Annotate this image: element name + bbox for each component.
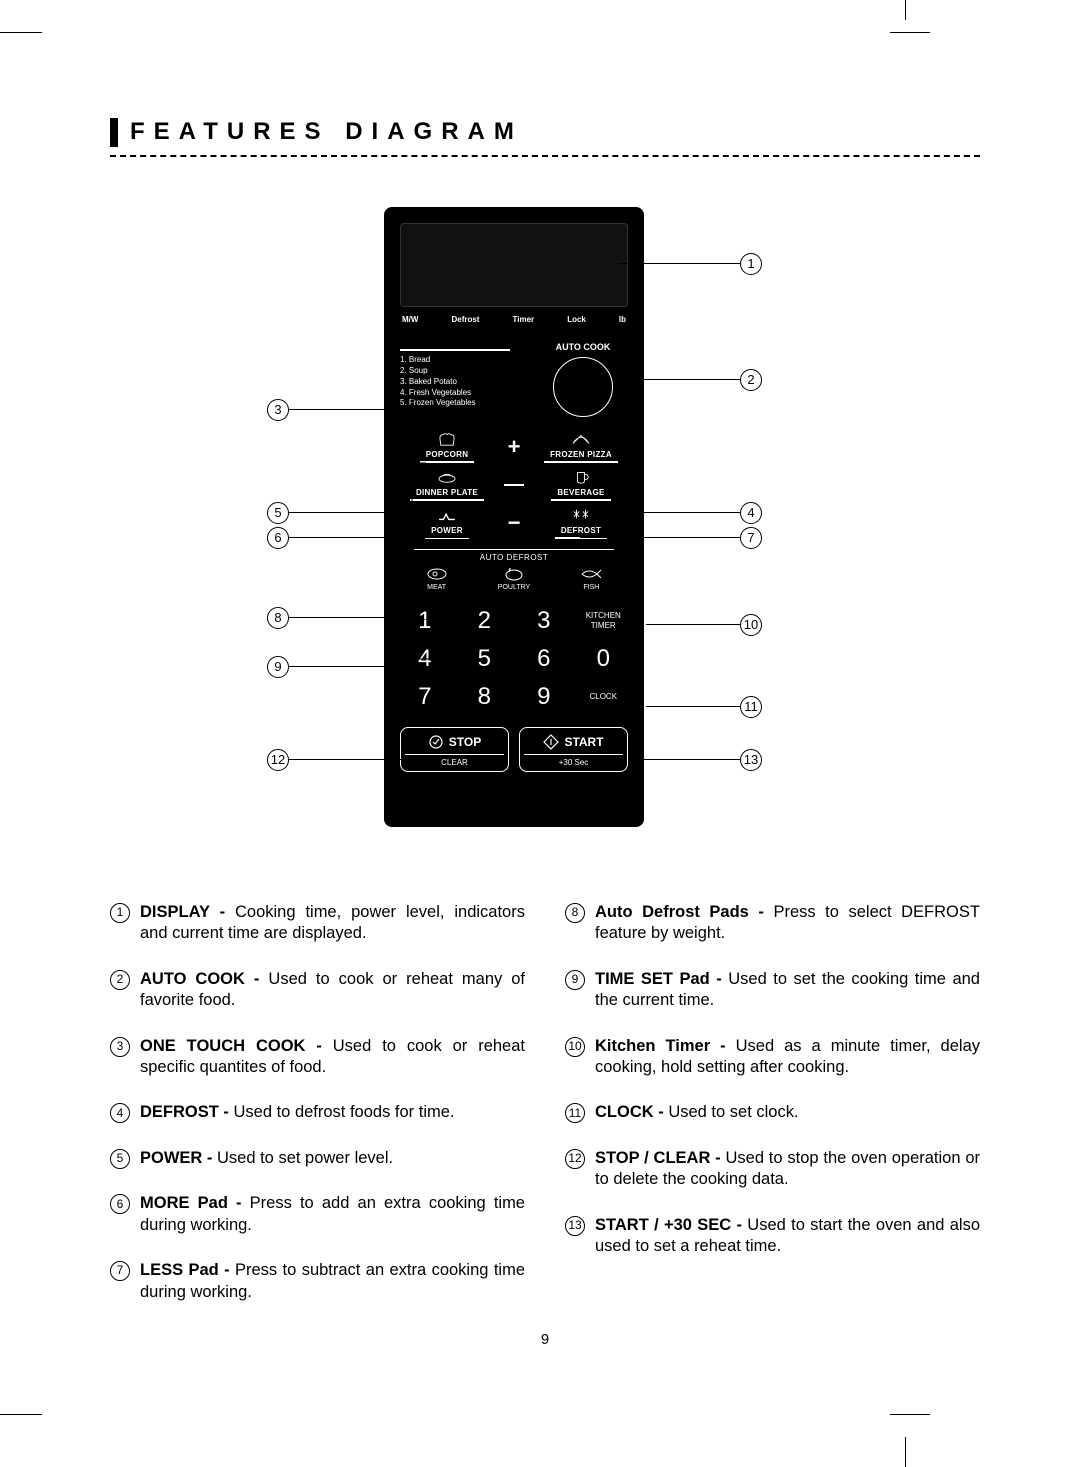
crop-mark bbox=[0, 1414, 42, 1415]
beverage-label: BEVERAGE bbox=[551, 488, 610, 501]
auto-cook-dial-wrap: AUTO COOK bbox=[538, 342, 628, 417]
beverage-button[interactable]: BEVERAGE bbox=[534, 469, 628, 501]
defrost-meat[interactable]: MEAT bbox=[425, 566, 449, 591]
panel-display bbox=[400, 223, 628, 307]
indicator-defrost: Defrost bbox=[451, 315, 479, 324]
feature-item: 11CLOCK - Used to set clock. bbox=[565, 1102, 980, 1123]
callout-10: 10 bbox=[646, 614, 762, 636]
frozen-pizza-button[interactable]: FROZEN PIZZA bbox=[534, 431, 628, 463]
diagram-region: M/W Defrost Timer Lock lb 1. Bread 2. So… bbox=[110, 207, 980, 872]
action-row: STOP CLEAR START +30 Sec bbox=[400, 727, 628, 772]
key-0[interactable]: 0 bbox=[579, 645, 629, 673]
key-5[interactable]: 5 bbox=[460, 645, 510, 673]
indicator-lock: Lock bbox=[567, 315, 586, 324]
auto-cook-label: AUTO COOK bbox=[538, 342, 628, 352]
power-label: POWER bbox=[425, 526, 469, 539]
crop-mark bbox=[890, 32, 930, 33]
feature-item: 2AUTO COOK - Used to cook or reheat many… bbox=[110, 969, 525, 1012]
plate-icon bbox=[436, 469, 458, 485]
defrost-label: DEFROST bbox=[555, 526, 607, 539]
key-6[interactable]: 6 bbox=[519, 645, 569, 673]
defrost-fish[interactable]: FISH bbox=[579, 566, 603, 591]
feature-item: 13START / +30 SEC - Used to start the ov… bbox=[565, 1215, 980, 1258]
feature-list: 1DISPLAY - Cooking time, power level, in… bbox=[110, 902, 980, 1327]
indicator-lb: lb bbox=[619, 315, 626, 324]
feature-item: 1DISPLAY - Cooking time, power level, in… bbox=[110, 902, 525, 945]
indicator-timer: Timer bbox=[513, 315, 535, 324]
defrost-poultry[interactable]: POULTRY bbox=[498, 566, 530, 591]
auto-cook-row: 1. Bread 2. Soup 3. Baked Potato 4. Fres… bbox=[400, 342, 628, 417]
callout-2: 2 bbox=[642, 369, 762, 391]
auto-cook-dial[interactable] bbox=[553, 357, 613, 417]
crop-mark bbox=[905, 0, 906, 20]
stop-icon bbox=[428, 734, 444, 750]
stop-clear-button[interactable]: STOP CLEAR bbox=[400, 727, 509, 772]
crop-mark bbox=[0, 32, 42, 33]
power-icon bbox=[436, 507, 458, 523]
auto-defrost-label: AUTO DEFROST bbox=[414, 539, 614, 562]
key-3[interactable]: 3 bbox=[519, 607, 569, 635]
keypad: 1 2 3 KITCHENTIMER 4 5 6 0 7 8 9 CLOCK bbox=[400, 607, 628, 711]
poultry-icon bbox=[502, 566, 526, 582]
callout-4: 4 bbox=[634, 502, 762, 524]
key-8[interactable]: 8 bbox=[460, 683, 510, 711]
key-2[interactable]: 2 bbox=[460, 607, 510, 635]
frozen-pizza-label: FROZEN PIZZA bbox=[544, 450, 618, 463]
feature-item: 12STOP / CLEAR - Used to stop the oven o… bbox=[565, 1148, 980, 1191]
feature-item: 10Kitchen Timer - Used as a minute timer… bbox=[565, 1036, 980, 1079]
key-9[interactable]: 9 bbox=[519, 683, 569, 711]
feature-item: 6MORE Pad - Press to add an extra cookin… bbox=[110, 1193, 525, 1236]
ac-item: 1. Bread bbox=[400, 355, 510, 366]
start-icon bbox=[543, 734, 559, 750]
pm-divider bbox=[504, 484, 524, 486]
feature-item: 8Auto Defrost Pads - Press to select DEF… bbox=[565, 902, 980, 945]
indicator-row: M/W Defrost Timer Lock lb bbox=[400, 315, 628, 324]
ac-item: 4. Fresh Vegetables bbox=[400, 388, 510, 399]
auto-defrost-row: MEAT POULTRY FISH bbox=[400, 566, 628, 591]
control-panel: M/W Defrost Timer Lock lb 1. Bread 2. So… bbox=[384, 207, 644, 827]
more-pad[interactable]: + bbox=[504, 434, 524, 460]
section-title: FEATURES DIAGRAM bbox=[110, 118, 980, 147]
crop-mark bbox=[890, 1414, 930, 1415]
less-pad[interactable]: − bbox=[504, 510, 524, 536]
page-content: FEATURES DIAGRAM M/W Defrost Timer Lock … bbox=[110, 0, 980, 1348]
ac-item: 3. Baked Potato bbox=[400, 377, 510, 388]
feature-item: 9TIME SET Pad - Used to set the cooking … bbox=[565, 969, 980, 1012]
page-number: 9 bbox=[110, 1331, 980, 1348]
feature-item: 7LESS Pad - Press to subtract an extra c… bbox=[110, 1260, 525, 1303]
pizza-icon bbox=[570, 431, 592, 447]
kitchen-timer-button[interactable]: KITCHENTIMER bbox=[579, 611, 629, 630]
quick-grid: POPCORN + FROZEN PIZZA DINNER PLATE BEVE… bbox=[400, 431, 628, 539]
feature-item: 4DEFROST - Used to defrost foods for tim… bbox=[110, 1102, 525, 1123]
popcorn-icon bbox=[436, 431, 458, 447]
defrost-icon bbox=[570, 507, 592, 523]
callout-13: 13 bbox=[640, 749, 762, 771]
defrost-button[interactable]: DEFROST bbox=[534, 507, 628, 539]
beverage-icon bbox=[570, 469, 592, 485]
feature-item: 5POWER - Used to set power level. bbox=[110, 1148, 525, 1169]
clock-button[interactable]: CLOCK bbox=[579, 692, 629, 702]
power-button[interactable]: POWER bbox=[400, 507, 494, 539]
indicator-mw: M/W bbox=[402, 315, 418, 324]
ac-item: 2. Soup bbox=[400, 366, 510, 377]
brace-3 bbox=[398, 399, 428, 509]
crop-mark bbox=[905, 1437, 906, 1467]
meat-icon bbox=[425, 566, 449, 582]
dashed-rule bbox=[110, 155, 980, 157]
brace-8 bbox=[394, 559, 428, 619]
callout-11: 11 bbox=[646, 696, 762, 718]
brace-9 bbox=[410, 619, 434, 709]
feature-item: 3ONE TOUCH COOK - Used to cook or reheat… bbox=[110, 1036, 525, 1079]
start-30sec-button[interactable]: START +30 Sec bbox=[519, 727, 628, 772]
fish-icon bbox=[579, 566, 603, 582]
